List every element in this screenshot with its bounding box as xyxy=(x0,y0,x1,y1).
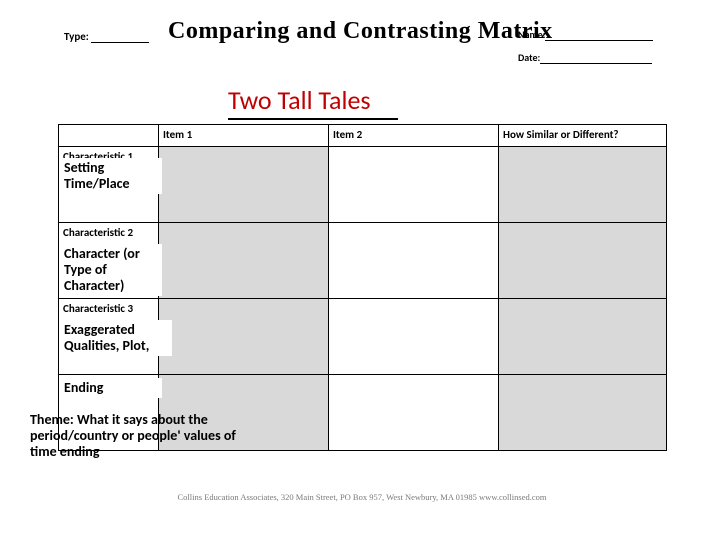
cell-r3-c1[interactable] xyxy=(159,299,329,375)
cell-r4-c3[interactable] xyxy=(499,375,667,451)
type-field[interactable]: Type: xyxy=(64,30,149,43)
overlay-characteristic-1: Setting Time/Place xyxy=(62,158,162,194)
cell-r2-c1[interactable] xyxy=(159,223,329,299)
cell-r1-c2[interactable] xyxy=(329,147,499,223)
cell-r1-c3[interactable] xyxy=(499,147,667,223)
date-field[interactable]: Date: xyxy=(518,51,668,64)
cell-r2-c3[interactable] xyxy=(499,223,667,299)
column-header-item2: Item 2 xyxy=(329,125,499,147)
page-title: Comparing and Contrasting Matrix xyxy=(168,18,553,45)
name-blank-line[interactable] xyxy=(545,40,653,41)
cell-r3-c3[interactable] xyxy=(499,299,667,375)
overlay-characteristic-3: Exaggerated Qualities, Plot, xyxy=(62,320,172,356)
cell-r3-c2[interactable] xyxy=(329,299,499,375)
column-header-compare: How Similar or Different? xyxy=(499,125,667,147)
cell-r4-c2[interactable] xyxy=(329,375,499,451)
date-label: Date: xyxy=(518,51,540,64)
column-header-item1: Item 1 xyxy=(159,125,329,147)
name-label: Name: xyxy=(518,28,545,41)
overlay-theme: Theme: What it says about the period/cou… xyxy=(28,410,246,462)
name-field[interactable]: Name: xyxy=(518,28,668,41)
cell-r2-c2[interactable] xyxy=(329,223,499,299)
type-blank-line[interactable] xyxy=(91,42,149,43)
subtitle: Two Tall Tales xyxy=(228,84,398,120)
corner-cell xyxy=(59,125,159,147)
header: Type: Comparing and Contrasting Matrix N… xyxy=(58,18,668,80)
name-date-block: Name: Date: xyxy=(518,28,668,64)
footer-text: Collins Education Associates, 320 Main S… xyxy=(58,492,666,502)
table-header-row: Item 1 Item 2 How Similar or Different? xyxy=(59,125,667,147)
date-blank-line[interactable] xyxy=(540,63,652,64)
overlay-characteristic-3b: Ending xyxy=(62,378,162,398)
cell-r1-c1[interactable] xyxy=(159,147,329,223)
type-label: Type: xyxy=(64,30,89,43)
overlay-characteristic-2: Character (or Type of Character) xyxy=(62,244,162,296)
